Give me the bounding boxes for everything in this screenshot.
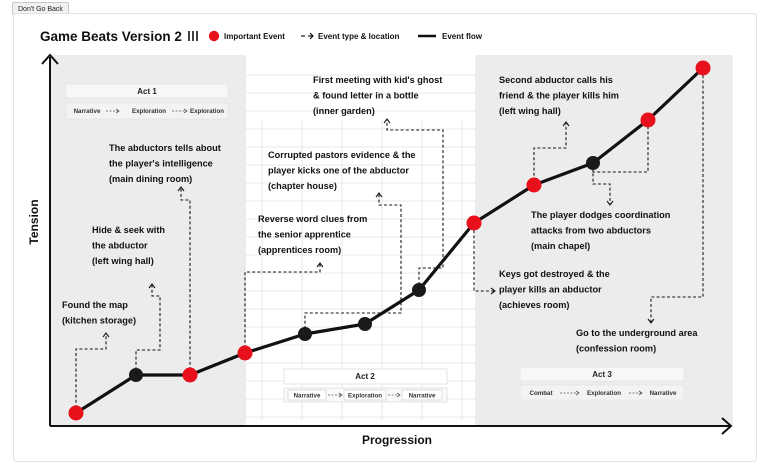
event-label-line: the player's intelligence (109, 159, 213, 169)
event-label-line: friend & the player kills him (499, 91, 619, 101)
important-event-legend-icon (208, 30, 220, 42)
event-annotations: Found the map (kitchen storage) Hide & see… (62, 75, 698, 354)
event-node (298, 327, 312, 341)
legend-important-event: Important Event (224, 32, 285, 41)
event-label-line: (inner garden) (313, 106, 375, 116)
act-3-chip-3: Narrative (650, 390, 677, 397)
y-axis-label: Tension (27, 199, 41, 244)
important-event-node (695, 60, 711, 76)
event-label-line: Second abductor calls his (499, 75, 613, 85)
grid (246, 74, 475, 420)
act-3-chip-2: Exploration (587, 390, 621, 397)
event-label-10: The player dodges coordination attacks fr… (531, 210, 671, 251)
axes (41, 53, 733, 435)
act-1-title: Act 1 (137, 87, 157, 96)
event-label-line: Found the map (62, 300, 128, 310)
event-label-line: attacks from two abductors (531, 226, 651, 236)
event-label-line: Corrupted pastors evidence & the (268, 150, 416, 160)
event-label-line: (chapter house) (268, 181, 337, 191)
event-label-1: Found the map (kitchen storage) (62, 300, 136, 326)
event-label-line: The player dodges coordination (531, 210, 671, 220)
event-label-line: player kicks one of the abductor (268, 166, 409, 176)
important-event-node (466, 215, 482, 231)
event-label-9: Second abductor calls his friend & the pl… (499, 75, 619, 116)
event-label-4: Reverse word clues from the senior appren… (258, 214, 367, 255)
event-nodes (68, 60, 711, 421)
act-3-title: Act 3 (592, 370, 612, 379)
act-2-panel: Act 2 Narrative Exploration Narrative (283, 368, 448, 403)
act-2-title: Act 2 (355, 372, 375, 381)
event-label-line: (confession room) (576, 344, 656, 354)
x-axis-label: Progression (362, 433, 432, 447)
legend-event-flow: Event flow (442, 32, 483, 41)
event-label-line: Keys got destroyed & the (499, 269, 610, 279)
event-label-12: Go to the underground area (confession ro… (576, 328, 698, 354)
event-label-line: the abductor (92, 241, 148, 251)
event-label-line: (left wing hall) (499, 106, 561, 116)
event-label-line: (main chapel) (531, 241, 590, 251)
event-label-line: & found letter in a bottle (313, 91, 419, 101)
event-node (412, 283, 426, 297)
act-2-chip-arrows (328, 392, 401, 398)
event-node (586, 156, 600, 170)
event-label-line: (left wing hall) (92, 256, 154, 266)
event-label-line: (achieves room) (499, 300, 569, 310)
event-label-line: (kitchen storage) (62, 316, 136, 326)
event-label-line: (main dining room) (109, 174, 192, 184)
act-3-chip-arrows (560, 390, 643, 396)
event-label-2: Hide & seek with the abductor (left wing h… (92, 225, 165, 266)
important-event-node (237, 345, 253, 361)
act-1-panel: Act 1 Narrative Exploration Exploration (65, 83, 229, 120)
event-node (129, 368, 143, 382)
event-label-line: player kills an abductor (499, 285, 602, 295)
event-label-7: First meeting with kid's ghost & found le… (313, 75, 442, 116)
act-3-panel: Act 3 Combat Exploration Narrative (519, 366, 685, 401)
act-1-chip-2: Exploration (132, 108, 166, 115)
act-1-chip-1: Narrative (74, 108, 101, 115)
event-label-line: Reverse word clues from (258, 214, 367, 224)
event-label-3: The abductors tells about the player's in… (109, 143, 221, 184)
bars-icon (188, 31, 198, 41)
connectors (75, 70, 704, 408)
act-1-chip-arrows (106, 108, 188, 114)
event-label-line: First meeting with kid's ghost (313, 75, 442, 85)
connector-arrowheads (102, 118, 655, 338)
event-label-line: (apprentices room) (258, 245, 341, 255)
act-2-chip-2: Exploration (348, 393, 382, 400)
event-label-line: The abductors tells about (109, 143, 221, 153)
event-label-8: Keys got destroyed & the player kills an … (499, 269, 610, 310)
event-node (358, 317, 372, 331)
event-label-line: Hide & seek with (92, 225, 165, 235)
dashed-arrow-legend-icon (301, 32, 314, 40)
legend-event-type: Event type & location (318, 32, 399, 41)
important-event-node (68, 405, 84, 421)
act-2-chip-1: Narrative (294, 393, 321, 400)
act3-band (475, 55, 733, 426)
event-label-line: Go to the underground area (576, 328, 698, 338)
event-flow-line (74, 66, 705, 415)
act-1-chip-3: Exploration (190, 108, 224, 115)
act-3-chip-1: Combat (529, 390, 552, 397)
diagram-title: Game Beats Version 2 (40, 29, 182, 44)
act-2-chip-3: Narrative (409, 393, 436, 400)
important-event-node (526, 177, 542, 193)
event-label-5: Corrupted pastors evidence & the player k… (268, 150, 416, 191)
event-label-line: the senior apprentice (258, 230, 351, 240)
important-event-node (640, 112, 656, 128)
important-event-node (182, 367, 198, 383)
